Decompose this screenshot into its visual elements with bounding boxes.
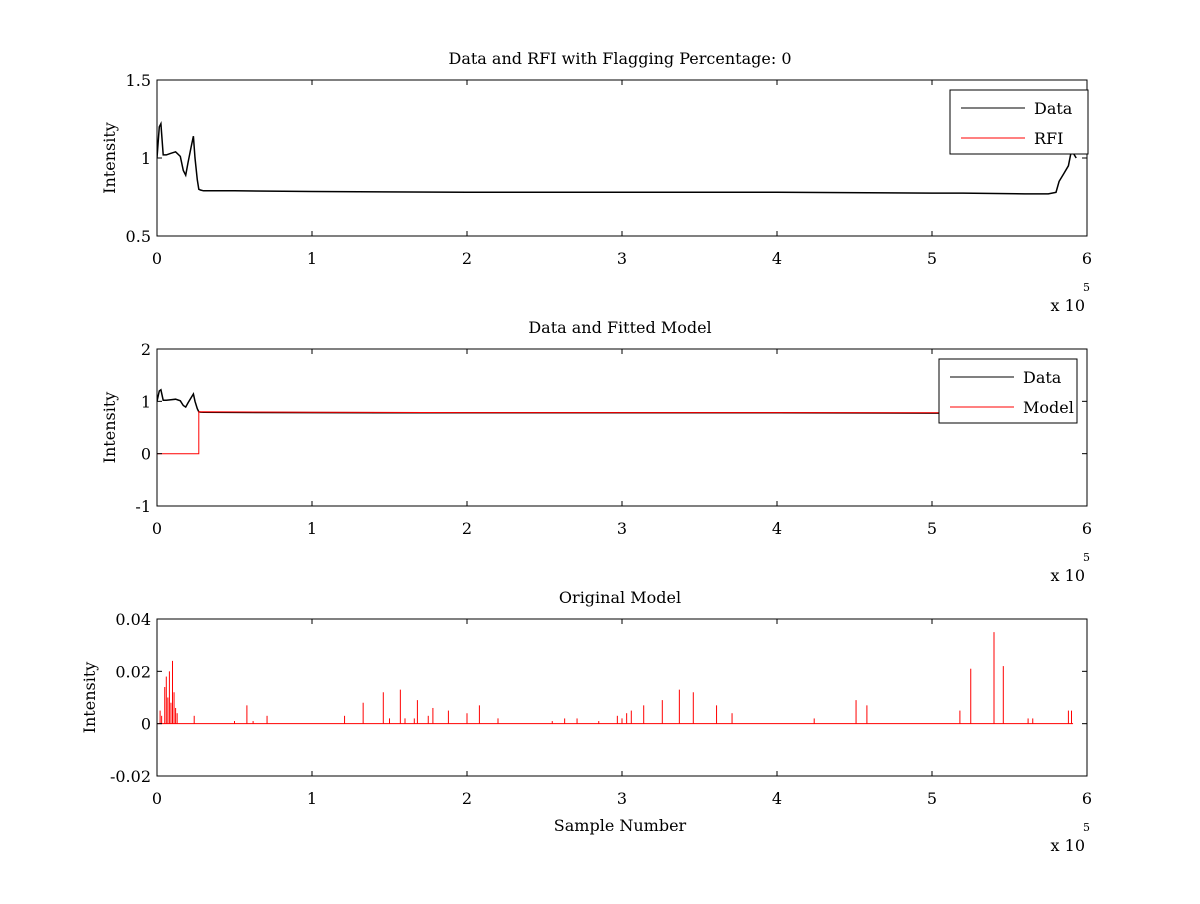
- y-tick-label: 1: [141, 149, 151, 168]
- x-tick-label: 1: [307, 519, 317, 538]
- x-tick-label: 6: [1082, 789, 1092, 808]
- y-tick-label: 0.04: [115, 610, 151, 629]
- legend-label-model: Model: [1023, 398, 1074, 417]
- legend-box: [938, 358, 1078, 424]
- x-tick-label: 3: [617, 519, 627, 538]
- x-tick-label: 5: [927, 249, 937, 268]
- y-tick-label: -0.02: [110, 767, 151, 786]
- chart-panel-1: 0 1 2 3 4 5 6 0.5 1 1.5 x 10 5 Data and RFI with Fla…: [100, 49, 1092, 315]
- chart-title: Data and RFI with Flagging Percentage: 0: [448, 49, 791, 68]
- legend-label-rfi: RFI: [1034, 129, 1063, 148]
- y-tick-label: 1: [141, 392, 151, 411]
- x-tick-label: 1: [307, 789, 317, 808]
- plot-area: [157, 619, 1087, 776]
- y-tick-label: 0.02: [115, 662, 151, 681]
- legend-box: [949, 89, 1089, 155]
- x-axis-label: Sample Number: [554, 816, 687, 835]
- y-tick-label: 1.5: [126, 71, 151, 90]
- x-exponent-power: 5: [1083, 821, 1090, 834]
- y-tick-label: 2: [141, 340, 151, 359]
- y-tick-label: 0: [141, 445, 151, 464]
- x-exponent-power: 5: [1083, 281, 1090, 294]
- y-tick-label: 0: [141, 715, 151, 734]
- x-tick-label: 5: [927, 519, 937, 538]
- y-axis-label: Intensity: [80, 662, 99, 734]
- plot-area: [157, 349, 1087, 506]
- chart-title: Data and Fitted Model: [528, 318, 711, 337]
- y-tick-label: 0.5: [126, 227, 151, 246]
- x-exponent-label: x 10: [1051, 296, 1085, 315]
- series-group: [157, 632, 1074, 725]
- x-tick-label: 1: [307, 249, 317, 268]
- series-line-data: [157, 120, 1077, 195]
- chart-title: Original Model: [559, 588, 681, 607]
- x-tick-label: 6: [1082, 519, 1092, 538]
- legend-label-data: Data: [1023, 368, 1062, 387]
- x-tick-label: 3: [617, 249, 627, 268]
- series-group: [157, 120, 1077, 195]
- legend: Data Model: [938, 358, 1078, 424]
- series-group: [157, 388, 963, 455]
- x-tick-label: 0: [152, 789, 162, 808]
- series-line-model: [157, 411, 963, 455]
- x-exponent-power: 5: [1083, 551, 1090, 564]
- legend-label-data: Data: [1034, 99, 1073, 118]
- x-tick-label: 4: [772, 249, 782, 268]
- x-tick-label: 2: [462, 789, 472, 808]
- legend: Data RFI: [949, 89, 1089, 155]
- x-exponent-label: x 10: [1051, 836, 1085, 855]
- x-exponent-label: x 10: [1051, 566, 1085, 585]
- x-tick-label: 2: [462, 249, 472, 268]
- y-axis-label: Intensity: [100, 392, 119, 464]
- y-axis-label: Intensity: [100, 122, 119, 194]
- x-tick-label: 6: [1082, 249, 1092, 268]
- x-tick-label: 4: [772, 519, 782, 538]
- x-tick-label: 0: [152, 519, 162, 538]
- x-tick-label: 0: [152, 249, 162, 268]
- plot-area: [157, 80, 1087, 236]
- x-tick-label: 3: [617, 789, 627, 808]
- y-tick-label: -1: [135, 497, 151, 516]
- x-tick-label: 4: [772, 789, 782, 808]
- x-tick-label: 5: [927, 789, 937, 808]
- x-tick-label: 2: [462, 519, 472, 538]
